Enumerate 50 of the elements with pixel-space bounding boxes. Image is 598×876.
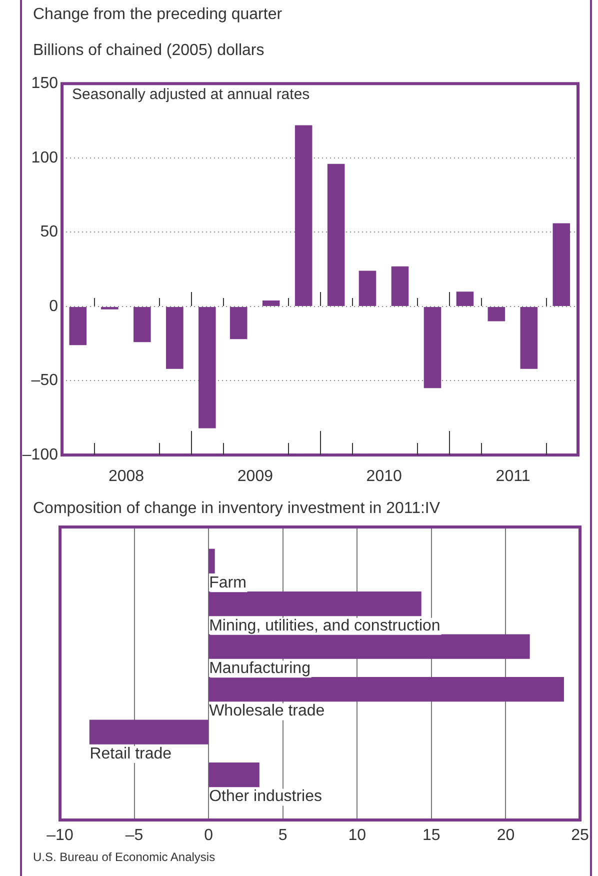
- bar: [69, 306, 87, 346]
- bar: [208, 548, 215, 574]
- x-tick-label: –10: [46, 827, 74, 844]
- y-tick-label: 100: [31, 149, 58, 166]
- bar: [552, 223, 570, 306]
- y-tick-label: –50: [31, 372, 58, 390]
- x-tick-label: 10: [348, 827, 366, 844]
- x-tick-label: 5: [278, 827, 288, 844]
- y-tick-label: 50: [40, 224, 58, 241]
- y-tick-label: Other industries: [209, 788, 322, 806]
- bar: [208, 676, 564, 702]
- x-tick-label: 2008: [108, 468, 144, 486]
- bar: [358, 270, 376, 306]
- bar: [134, 306, 151, 342]
- y-tick-label: Wholesale trade: [209, 702, 325, 720]
- bar: [391, 266, 409, 306]
- bar: [208, 762, 260, 788]
- x-tick-label: –5: [125, 827, 144, 844]
- x-tick-label: 2009: [237, 468, 274, 486]
- x-tick-label: 25: [571, 827, 589, 844]
- bar: [488, 306, 506, 322]
- bar: [456, 292, 474, 306]
- bar: [208, 592, 422, 616]
- y-tick-label: 150: [31, 75, 58, 92]
- bar: [198, 306, 216, 428]
- bar: [101, 306, 118, 310]
- y-axis-title: Billions of chained (2005) dollars: [33, 42, 264, 60]
- chart-title: Composition of change in inventory investment in 2011:IV: [33, 500, 440, 518]
- x-tick-label: 15: [422, 827, 440, 844]
- x-tick-label: 2011: [496, 468, 530, 486]
- x-tick-label: 2010: [366, 468, 402, 486]
- bar: [208, 634, 530, 659]
- bar: [327, 164, 345, 306]
- bar: [294, 125, 312, 306]
- bar: [230, 306, 248, 340]
- bar: [520, 306, 538, 369]
- y-tick-label: Manufacturing: [209, 660, 310, 677]
- bar: [89, 720, 208, 744]
- annotation: Seasonally adjusted at annual rates: [72, 86, 310, 103]
- text: U.S. Bureau of Economic Analysis: [33, 850, 216, 864]
- bar: [166, 306, 184, 369]
- y-tick-label: 0: [49, 298, 58, 315]
- bar: [262, 300, 280, 306]
- x-tick-label: 20: [496, 827, 515, 844]
- bar: [424, 306, 442, 388]
- y-tick-label: Mining, utilities, and construction: [209, 617, 440, 634]
- y-tick-label: –100: [22, 446, 58, 464]
- y-tick-label: Retail trade: [90, 745, 172, 762]
- chart-title: Change from the preceding quarter: [33, 6, 282, 24]
- y-tick-label: Farm: [209, 574, 246, 592]
